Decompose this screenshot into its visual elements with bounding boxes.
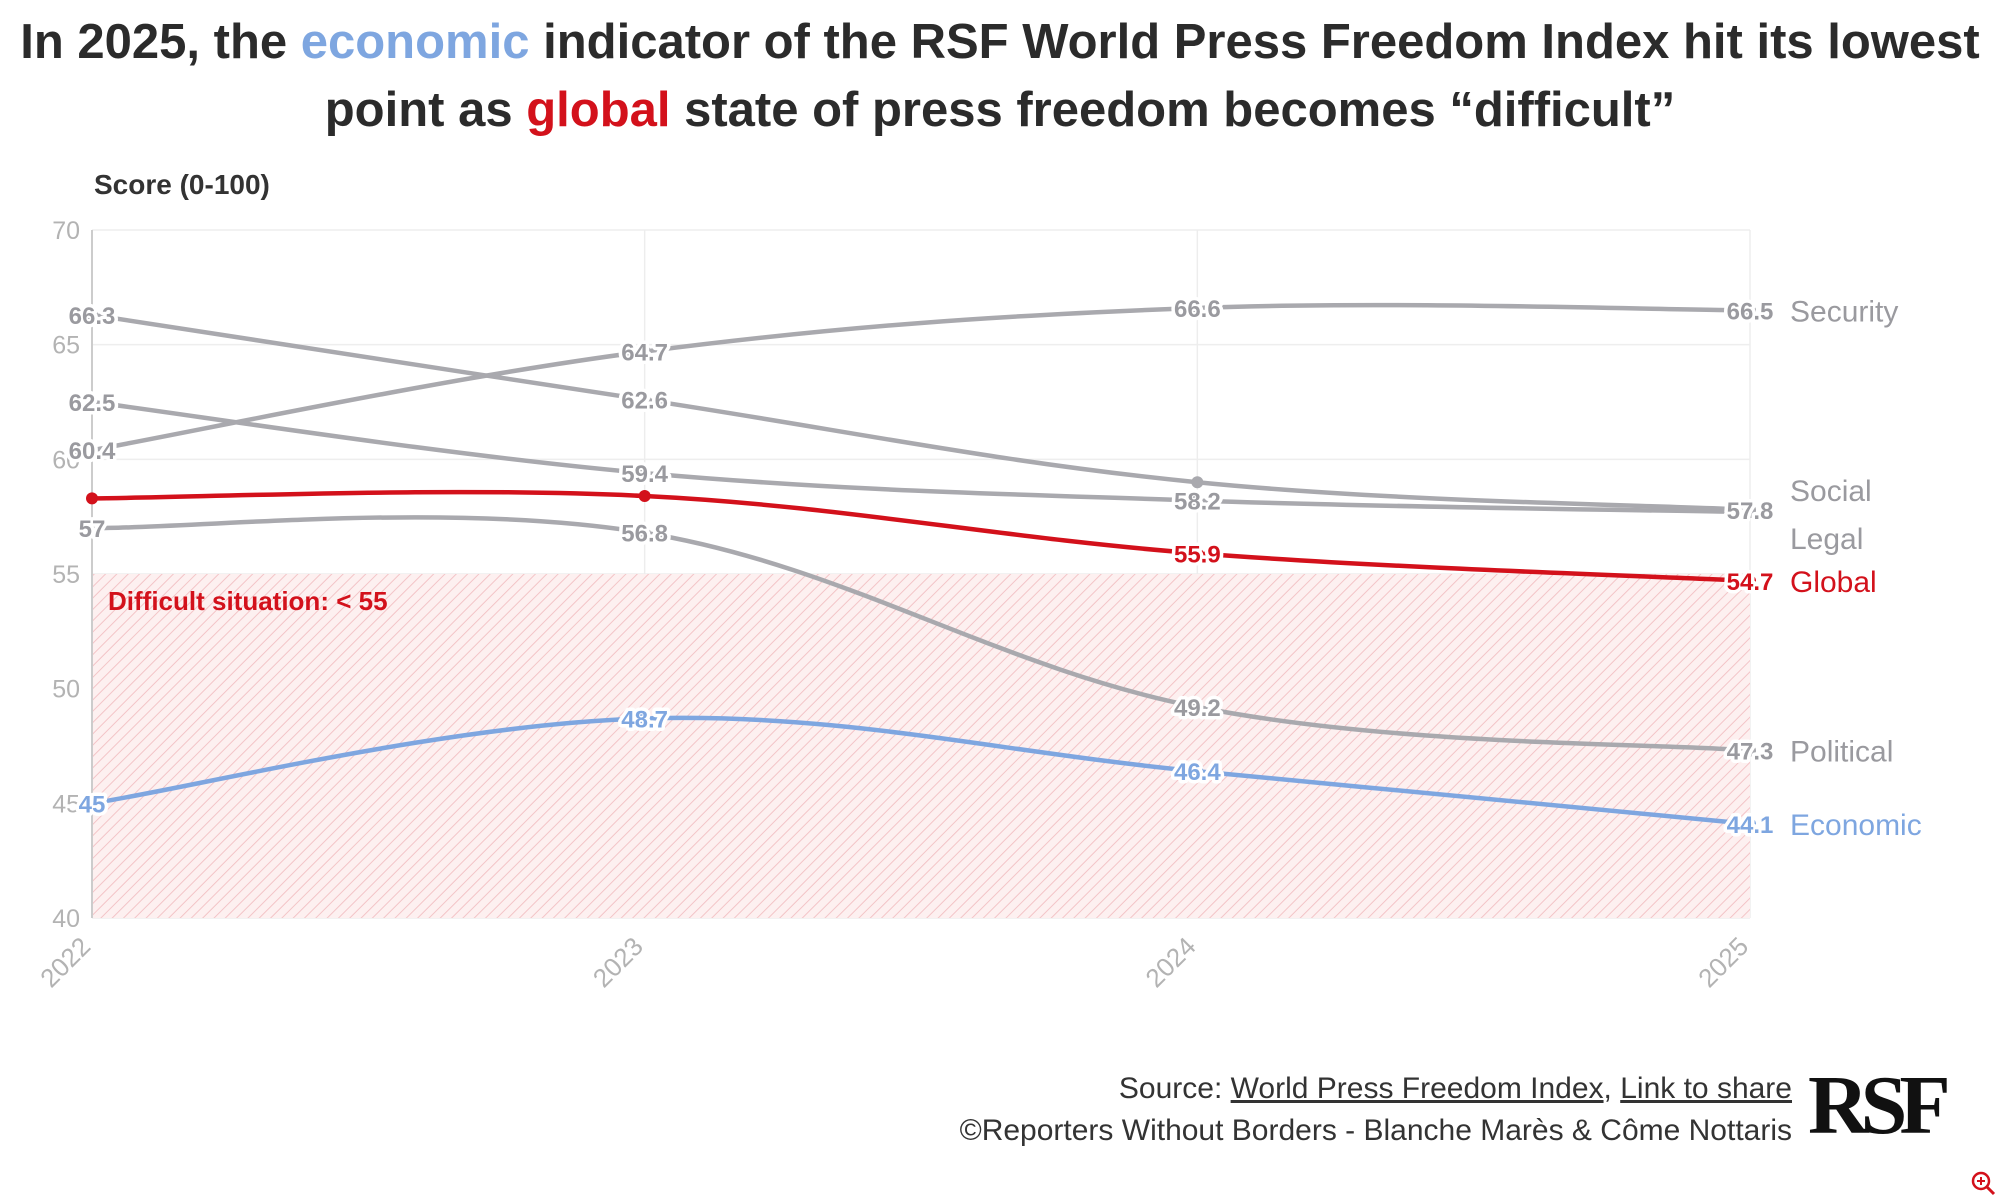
data-label-global: 55.9 xyxy=(1174,541,1221,568)
data-label-economic: 45 xyxy=(79,791,106,818)
y-tick-label: 45 xyxy=(52,790,80,818)
point-economic xyxy=(638,712,651,725)
point-global xyxy=(1191,547,1204,560)
chart-title: In 2025, the economic indicator of the R… xyxy=(0,8,2000,144)
series-name-legal: Legal xyxy=(1790,523,1863,556)
credit-line: ©Reporters Without Borders - Blanche Mar… xyxy=(959,1114,1792,1147)
point-security xyxy=(1191,301,1204,314)
line-social xyxy=(89,312,1753,513)
source-link[interactable]: World Press Freedom Index xyxy=(1230,1072,1604,1105)
source-separator: , xyxy=(1603,1072,1621,1105)
data-label-security: 66.6 xyxy=(1174,296,1221,323)
x-tick-label: 2022 xyxy=(34,931,96,993)
data-label-social: 57.8 xyxy=(1727,498,1774,525)
difficult-zone: Difficult situation: < 55 xyxy=(92,574,1750,918)
point-social xyxy=(86,308,98,321)
line-security xyxy=(89,302,1753,453)
data-label-political: 49.2 xyxy=(1174,695,1221,722)
series-name-economic: Economic xyxy=(1790,809,1922,842)
title-highlight-global: global xyxy=(526,83,671,137)
line-economic xyxy=(89,715,1753,827)
point-legal xyxy=(638,467,651,480)
share-link[interactable]: Link to share xyxy=(1620,1072,1792,1105)
series-labels: 60.4 64.7 66.6 66.5 66.3 62.6 57.8 62.5 59.4 58.2… xyxy=(65,292,1922,842)
data-label-political: 57 xyxy=(79,516,106,543)
point-global xyxy=(1744,574,1756,587)
footer: Source: World Press Freedom Index, Link … xyxy=(960,1068,1792,1152)
point-political xyxy=(86,522,98,535)
series-points xyxy=(86,301,1756,830)
y-tick-label: 60 xyxy=(52,446,80,474)
line-political xyxy=(89,515,1753,753)
series-name-social: Social xyxy=(1790,475,1872,508)
data-label-security: 64.7 xyxy=(621,340,668,367)
point-security xyxy=(638,345,651,358)
point-political xyxy=(1744,744,1756,757)
zoom-in-icon[interactable] xyxy=(1970,1170,1996,1196)
point-security xyxy=(86,444,98,457)
data-label-security: 60.4 xyxy=(69,438,116,465)
point-economic xyxy=(1191,765,1204,778)
series-lines xyxy=(89,302,1753,827)
data-label-economic: 44.1 xyxy=(1727,812,1774,839)
y-axis-label: Score (0-100) xyxy=(94,169,270,200)
title-text-1: In 2025, the xyxy=(20,15,301,69)
data-label-legal: 59.4 xyxy=(621,461,668,488)
data-label-global: 54.7 xyxy=(1727,569,1774,596)
point-global xyxy=(638,490,651,503)
point-political xyxy=(1191,701,1204,714)
data-label-economic: 46.4 xyxy=(1174,759,1221,786)
point-security xyxy=(1744,304,1756,317)
point-legal xyxy=(86,396,98,408)
point-political xyxy=(638,526,651,539)
source-line: Source: World Press Freedom Index, Link … xyxy=(960,1068,1792,1110)
title-text-2: indicator of the RSF World Press Freedom… xyxy=(324,15,1980,137)
point-legal xyxy=(1744,506,1756,519)
rsf-logo: RSF xyxy=(1808,1059,1951,1152)
y-tick-label: 40 xyxy=(52,905,80,933)
line-global xyxy=(89,489,1753,584)
y-tick-label: 55 xyxy=(52,561,80,589)
point-social xyxy=(1191,476,1204,489)
data-label-social: 66.3 xyxy=(69,303,116,330)
x-tick-label: 2023 xyxy=(587,931,649,993)
y-tick-label: 65 xyxy=(52,332,80,360)
point-economic xyxy=(86,797,98,810)
data-label-legal: 58.2 xyxy=(1174,489,1221,516)
y-tick-label: 70 xyxy=(52,217,80,245)
series-name-political: Political xyxy=(1790,736,1893,769)
x-tick-label: 2024 xyxy=(1139,931,1201,993)
data-label-political: 47.3 xyxy=(1727,739,1774,766)
data-label-social: 62.6 xyxy=(621,388,668,415)
difficult-zone-area xyxy=(92,574,1750,918)
source-prefix: Source: xyxy=(1118,1072,1231,1105)
data-label-economic: 48.7 xyxy=(621,706,668,733)
difficult-zone-label: Difficult situation: < 55 xyxy=(108,586,388,616)
series-name-global: Global xyxy=(1790,566,1877,599)
series-name-security: Security xyxy=(1790,295,1898,328)
line-legal xyxy=(89,399,1753,515)
x-tick-label: 2025 xyxy=(1692,931,1754,993)
title-text-3: state of press freedom becomes “difficul… xyxy=(670,83,1676,137)
point-economic xyxy=(1744,817,1756,830)
point-legal xyxy=(1191,494,1204,507)
y-tick-label: 50 xyxy=(52,676,80,704)
point-social xyxy=(638,393,651,406)
point-global xyxy=(86,492,98,505)
data-label-security: 66.5 xyxy=(1727,298,1774,325)
data-label-legal: 62.5 xyxy=(69,390,116,417)
title-highlight-economic: economic xyxy=(300,15,530,69)
data-label-political: 56.8 xyxy=(621,521,668,548)
